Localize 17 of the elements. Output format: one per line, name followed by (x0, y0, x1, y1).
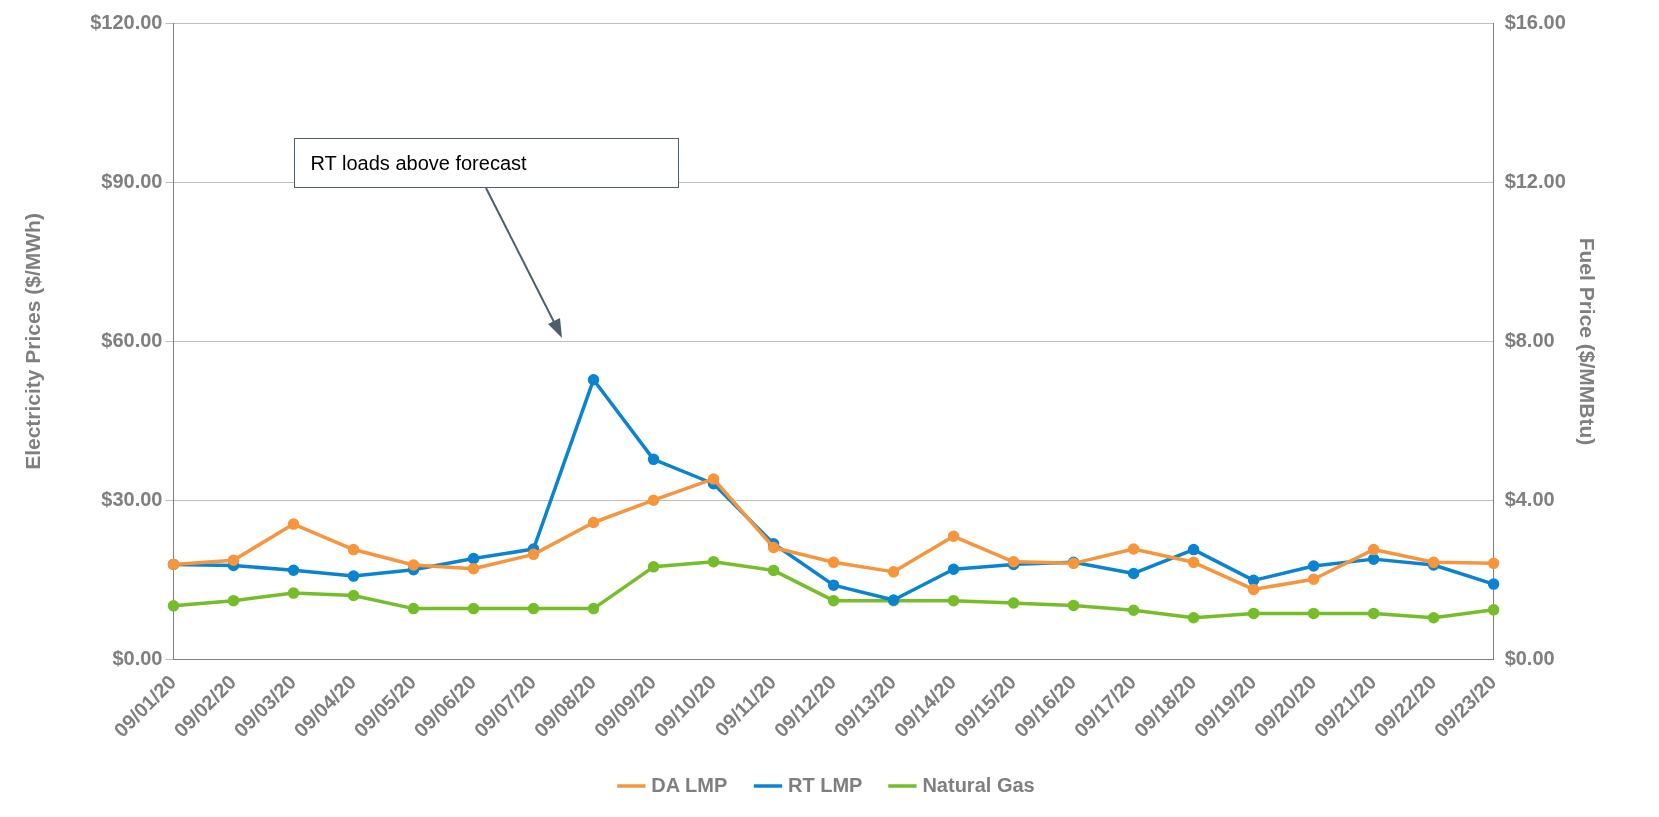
y-tick-label: $0.00 (112, 647, 163, 670)
y-tick-label: $30.00 (101, 488, 163, 511)
y-tick-label: $120.00 (90, 10, 163, 33)
y-tick-label: $60.00 (101, 329, 163, 352)
callout-box: RT loads above forecast (293, 138, 679, 188)
y-tick-label: $90.00 (101, 169, 163, 192)
y2-tick-label: $0.00 (1504, 647, 1555, 670)
y2-tick-label: $12.00 (1504, 169, 1566, 192)
y2-tick-label: $4.00 (1504, 488, 1555, 511)
legend-label: DA LMP (651, 773, 728, 796)
legend-label: Natural Gas (922, 773, 1035, 796)
legend-label: RT LMP (787, 773, 863, 796)
y2-tick-label: $8.00 (1504, 329, 1555, 352)
annotation: RT loads above forecast (310, 151, 527, 175)
y-axis-title: Electricity Prices ($/MWh) (21, 213, 45, 470)
y2-tick-label: $16.00 (1504, 10, 1566, 33)
y2-axis-title: Fuel Price ($/MMBtu) (1575, 237, 1599, 446)
